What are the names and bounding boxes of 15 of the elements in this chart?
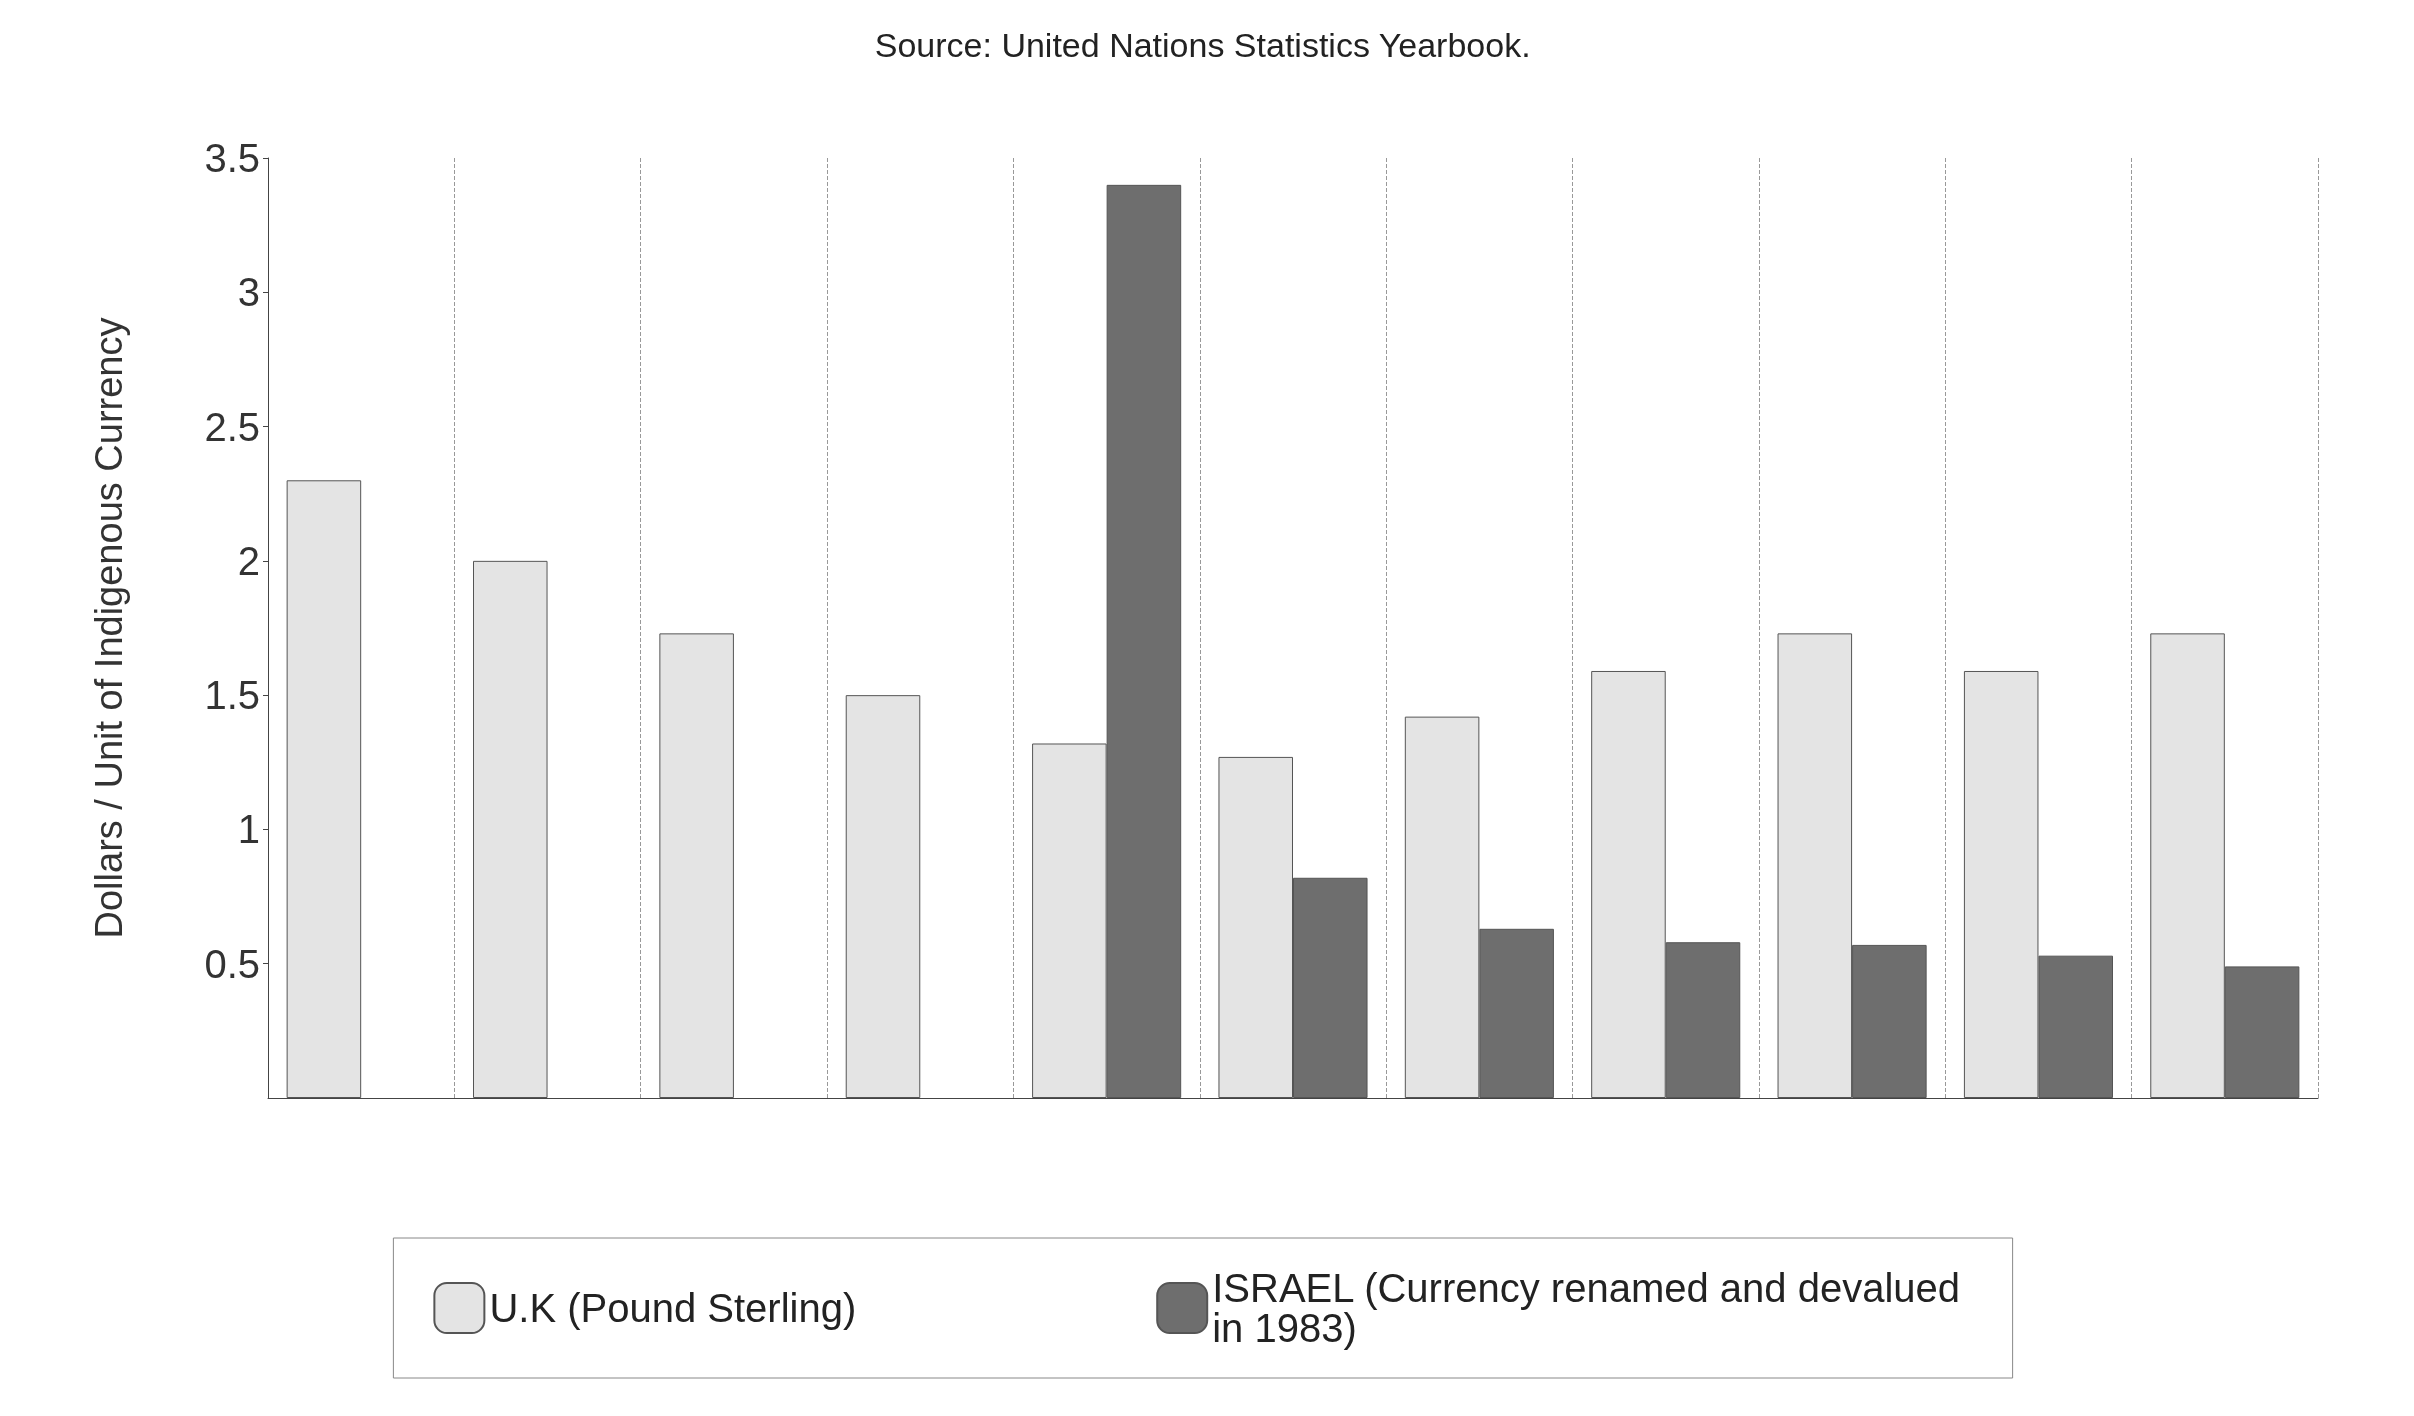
y-axis-title: Dollars / Unit of Indigenous Currency [88,317,130,939]
y-tick-label: 3.5 [204,136,260,180]
y-tick-label: 1 [237,807,260,852]
y-tick-label: 1.5 [204,673,260,718]
legend-label: ISRAEL (Currency renamed and devalued in 1983) [1212,1266,1972,1350]
bar [473,560,548,1098]
y-tick-label: 3 [237,270,260,315]
y-tick-label: 2.5 [204,404,260,449]
bar [845,695,921,1098]
y-tick-label: 2 [237,538,260,583]
source-note: Source: United Nations Statistics Yearbook. [874,26,1531,64]
bar [659,633,734,1098]
legend-label: U.K (Pound Sterling) [489,1286,857,1330]
bar [286,480,362,1098]
y-tick-label: 0.5 [204,941,260,986]
